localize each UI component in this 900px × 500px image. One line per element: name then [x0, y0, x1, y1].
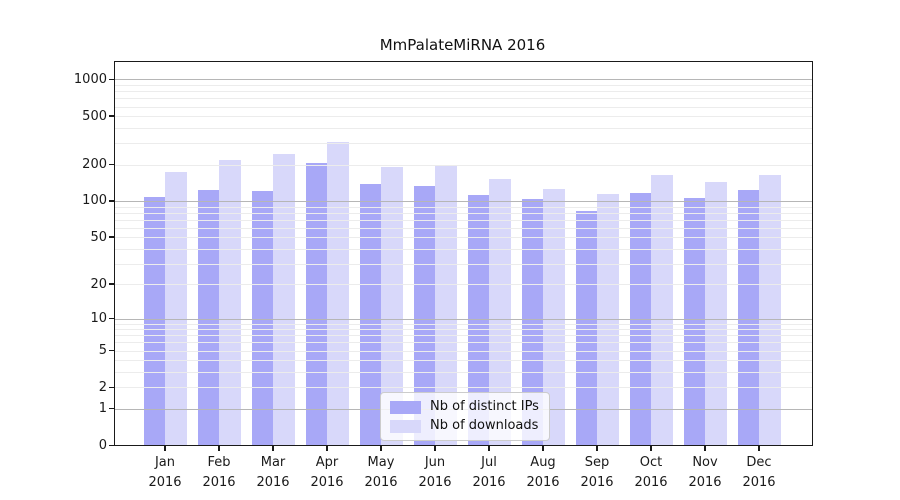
- y-tick-label-5: 5: [98, 343, 107, 359]
- x-tick-nov: [704, 446, 706, 452]
- x-tick-label-apr: Apr 2016: [310, 455, 344, 490]
- bar-downloads-mar: [273, 153, 295, 445]
- y-tick-label-1000: 1000: [73, 71, 107, 87]
- y-tick-label-500: 500: [82, 108, 107, 124]
- y-tick-10: [108, 317, 114, 320]
- y-tick-50: [108, 236, 114, 238]
- bar-downloads-sep: [597, 194, 619, 445]
- legend-item-distinct-ips: Nb of distinct IPs: [390, 400, 539, 414]
- bar-downloads-jul: [489, 178, 511, 445]
- bar-ips-jan: [143, 196, 165, 445]
- y-tick-label-100: 100: [82, 193, 107, 209]
- y-tick-5: [108, 349, 114, 352]
- x-tick-label-may: May 2016: [364, 455, 398, 490]
- legend: Nb of distinct IPs Nb of downloads: [380, 392, 550, 441]
- x-tick-label-mar: Mar 2016: [256, 455, 290, 490]
- x-tick-label-oct: Oct 2016: [634, 455, 668, 490]
- x-tick-jul: [488, 446, 490, 452]
- y-tick-label-10: 10: [90, 310, 107, 326]
- legend-label-downloads: Nb of downloads: [430, 418, 539, 433]
- legend-label-distinct-ips: Nb of distinct IPs: [430, 399, 539, 414]
- bar-ips-jun: [413, 185, 435, 445]
- bar-ips-feb: [197, 189, 219, 445]
- bar-ips-oct: [629, 192, 651, 445]
- bar-ips-may: [359, 184, 381, 445]
- x-tick-mar: [272, 446, 274, 452]
- x-tick-oct: [650, 446, 652, 452]
- y-tick-label-0: 0: [98, 438, 107, 453]
- bars-layer: [115, 62, 812, 445]
- x-tick-dec: [758, 446, 760, 452]
- y-tick-label-50: 50: [90, 229, 107, 245]
- x-tick-feb: [218, 446, 220, 452]
- bar-downloads-feb: [219, 160, 241, 445]
- y-tick-20: [108, 283, 114, 285]
- legend-item-downloads: Nb of downloads: [390, 419, 539, 433]
- bar-downloads-aug: [543, 189, 565, 445]
- x-tick-aug: [542, 446, 544, 452]
- bar-downloads-jun: [435, 165, 457, 445]
- chart-title: MmPalateMiRNA 2016: [379, 36, 546, 54]
- bar-downloads-dec: [759, 175, 781, 445]
- y-tick-1: [108, 408, 114, 410]
- bar-downloads-nov: [705, 181, 727, 445]
- legend-swatch-downloads: [390, 419, 421, 433]
- y-tick-0: [108, 444, 114, 447]
- y-tick-label-1: 1: [98, 401, 107, 417]
- y-tick-label-2: 2: [98, 379, 107, 395]
- x-tick-label-nov: Nov 2016: [688, 455, 722, 490]
- bar-downloads-jan: [165, 171, 187, 445]
- bar-ips-mar: [251, 190, 273, 445]
- bar-ips-nov: [683, 197, 705, 445]
- bar-ips-jul: [467, 195, 489, 445]
- x-tick-jan: [164, 446, 166, 452]
- bar-downloads-oct: [651, 174, 673, 445]
- x-tick-label-sep: Sep 2016: [580, 455, 614, 490]
- plot-area: 0 1 2 5 10 20 50 100 200 500 1000 Jan 2016 Feb 2016 Ma…: [74, 61, 813, 490]
- x-tick-label-dec: Dec 2016: [742, 455, 776, 490]
- y-tick-label-200: 200: [82, 157, 107, 172]
- x-tick-label-aug: Aug 2016: [526, 455, 560, 490]
- y-tick-200: [108, 163, 114, 166]
- x-tick-may: [380, 446, 382, 452]
- x-tick-jun: [434, 446, 436, 452]
- y-tick-1000: [108, 78, 114, 81]
- bar-downloads-may: [381, 167, 403, 445]
- bar-ips-sep: [575, 210, 597, 445]
- bar-ips-dec: [737, 190, 759, 445]
- bar-ips-aug: [521, 198, 543, 445]
- x-tick-label-jun: Jun 2016: [418, 455, 452, 490]
- legend-swatch-distinct-ips: [390, 400, 421, 414]
- x-tick-label-jul: Jul 2016: [472, 455, 506, 490]
- x-tick-label-jan: Jan 2016: [148, 455, 182, 490]
- y-tick-500: [108, 115, 114, 117]
- y-tick-label-20: 20: [90, 276, 107, 292]
- bar-ips-apr: [305, 163, 327, 445]
- x-tick-apr: [326, 446, 328, 452]
- y-tick-100: [108, 200, 114, 202]
- y-tick-2: [108, 386, 114, 388]
- bar-downloads-apr: [327, 141, 349, 445]
- x-tick-sep: [596, 446, 598, 452]
- x-tick-label-feb: Feb 2016: [202, 455, 236, 490]
